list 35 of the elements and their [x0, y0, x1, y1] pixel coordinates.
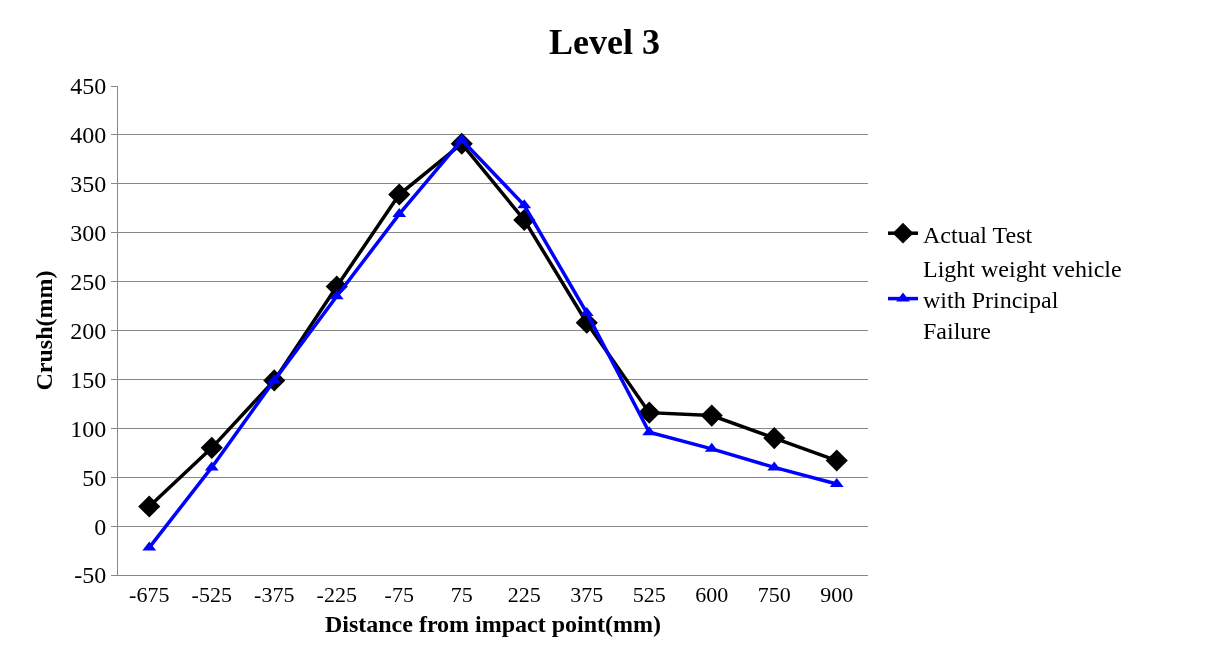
point — [388, 183, 411, 206]
x-tick-label: -675 — [129, 582, 170, 608]
legend-label: Actual Test — [923, 221, 1033, 248]
legend-label: Light weight vehicle with Principal Failure — [923, 255, 1122, 345]
x-tick-label: -525 — [191, 582, 232, 608]
point — [763, 427, 786, 450]
y-tick-label: 300 — [70, 220, 107, 247]
x-tick-label: 900 — [820, 582, 854, 608]
x-tick-label: -75 — [384, 582, 414, 608]
y-tick-label: 350 — [70, 171, 107, 198]
point — [200, 436, 223, 459]
point — [825, 449, 848, 472]
x-tick-label: 525 — [632, 582, 666, 608]
y-tick-label: -50 — [74, 562, 107, 589]
y-tick-label: 100 — [70, 415, 107, 442]
point — [700, 404, 723, 427]
y-axis-title: Crush(mm) — [31, 270, 58, 391]
x-tick-label: 375 — [570, 582, 604, 608]
x-axis-title: Distance from impact point(mm) — [324, 610, 662, 637]
x-tick-label: 75 — [450, 582, 473, 608]
y-tick-label: 0 — [94, 513, 107, 540]
chart-title: Level 3 — [549, 22, 660, 63]
x-tick-label: -375 — [254, 582, 295, 608]
y-tick-label: 50 — [82, 464, 107, 491]
y-tick-label: 150 — [70, 366, 107, 393]
x-tick-label: 225 — [507, 582, 541, 608]
point — [638, 401, 661, 424]
point — [138, 495, 161, 518]
x-tick-label: 750 — [757, 582, 791, 608]
x-tick-label: -225 — [316, 582, 357, 608]
y-tick-label: 450 — [70, 73, 107, 100]
x-tick-label: 600 — [695, 582, 729, 608]
y-tick-label: 400 — [70, 122, 107, 149]
y-tick-label: 200 — [70, 317, 107, 344]
y-tick-label: 250 — [70, 269, 107, 295]
